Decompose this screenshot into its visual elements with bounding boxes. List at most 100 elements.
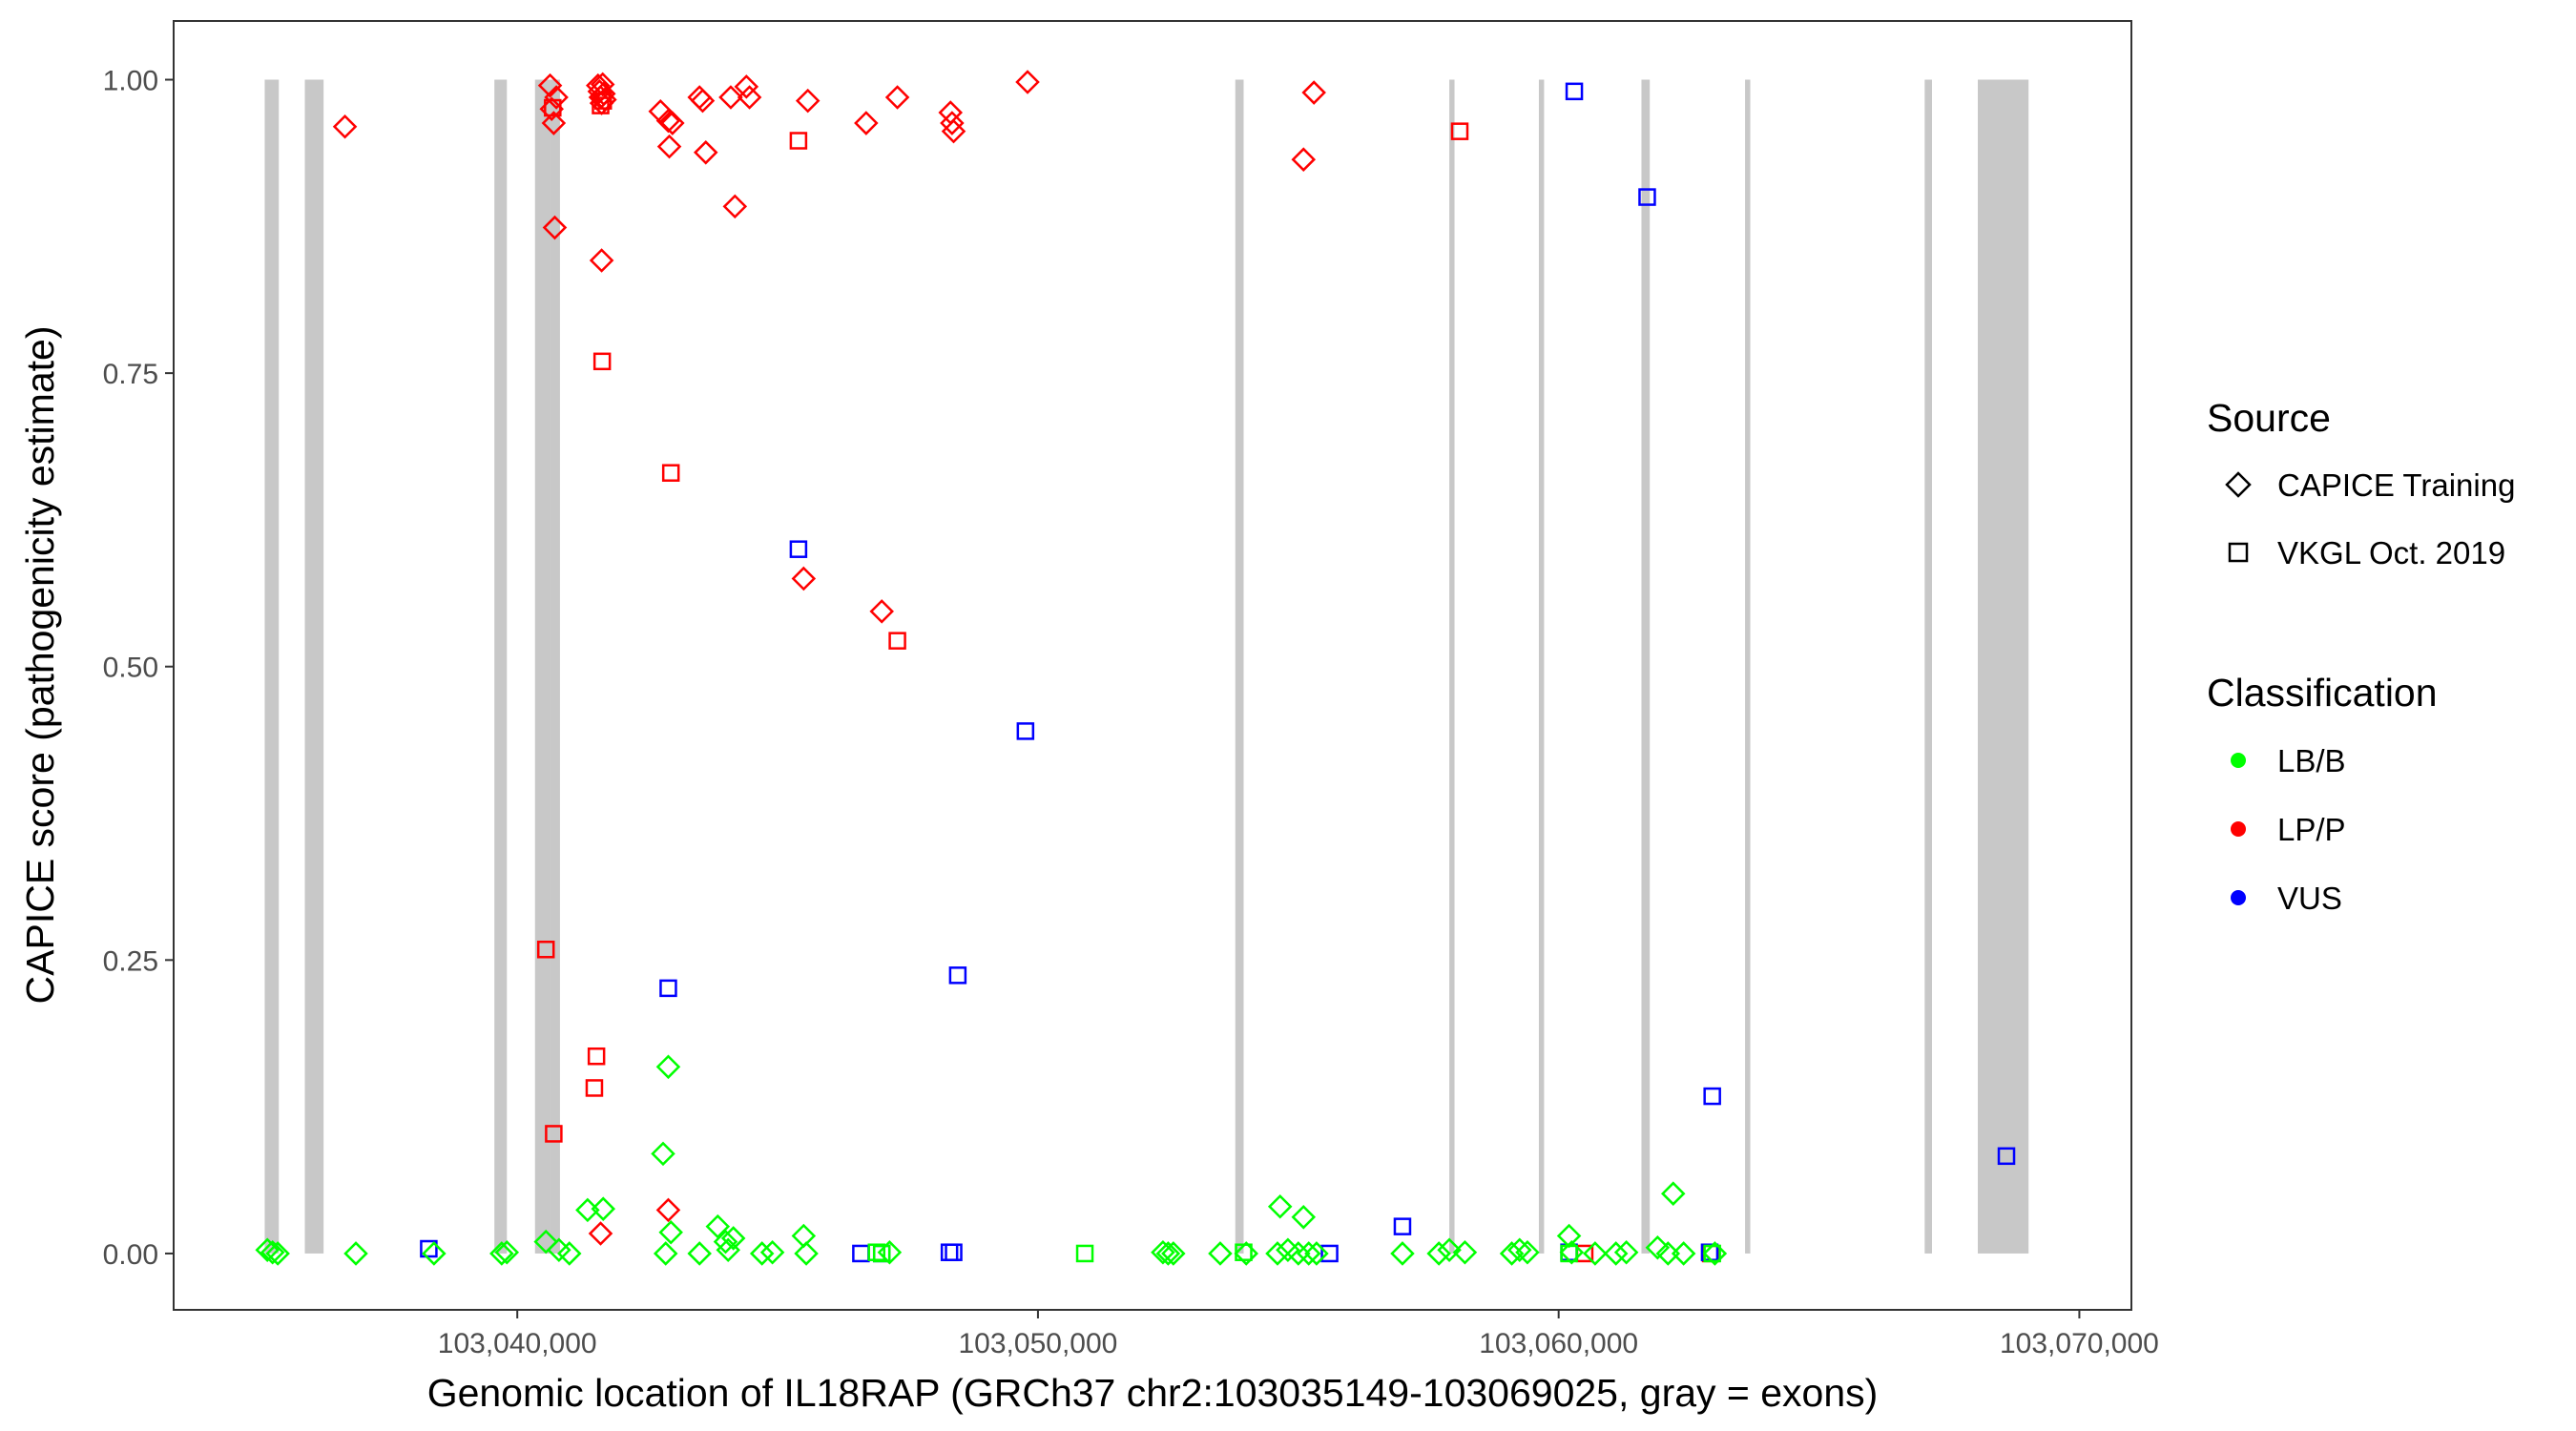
- point-diamond-lbb: [494, 1239, 520, 1265]
- point-diamond-lpp: [1015, 70, 1040, 94]
- point-square-lpp: [585, 1079, 604, 1097]
- point-diamond-lbb: [759, 1239, 785, 1265]
- legend-key-square-icon: [2228, 542, 2249, 563]
- point-diamond-lbb: [705, 1213, 731, 1239]
- point-diamond-lpp: [941, 118, 966, 144]
- legend-key-lbb-dot: [2231, 753, 2246, 768]
- point-square-lpp: [544, 98, 562, 117]
- point-square-lbb: [1560, 1244, 1578, 1263]
- point-diamond-lpp: [1291, 147, 1317, 172]
- point-diamond-lpp: [854, 111, 879, 135]
- point-diamond-lbb: [1660, 1181, 1686, 1206]
- point-diamond-lpp: [722, 194, 748, 219]
- point-diamond-lbb: [653, 1241, 678, 1266]
- point-diamond-lpp: [940, 111, 965, 135]
- exon-layer: [264, 79, 2029, 1254]
- point-diamond-lpp: [541, 111, 567, 135]
- point-diamond-lbb: [1265, 1241, 1290, 1266]
- point-square-lbb: [1075, 1244, 1094, 1263]
- point-diamond-lpp: [592, 81, 616, 107]
- point-diamond-lbb: [651, 1141, 675, 1167]
- x-tick-label: 103,070,000: [2000, 1328, 2159, 1359]
- point-diamond-lbb: [1155, 1241, 1181, 1266]
- point-diamond-lpp: [542, 215, 568, 240]
- exon-band-3: [494, 79, 508, 1254]
- point-square-lpp: [545, 1125, 563, 1143]
- point-diamond-lbb: [1603, 1241, 1629, 1266]
- legend-key-vus-dot: [2231, 890, 2246, 905]
- point-diamond-lbb: [1506, 1237, 1532, 1263]
- point-square-vus: [1565, 82, 1584, 101]
- point-square-lpp: [592, 96, 610, 114]
- point-diamond-lpp: [587, 79, 613, 104]
- point-diamond-lbb: [1286, 1241, 1311, 1266]
- point-square-lpp: [593, 92, 613, 110]
- point-diamond-lbb: [591, 1196, 616, 1221]
- y-tick-label: 0.50: [103, 653, 158, 684]
- point-diamond-lbb: [1291, 1205, 1317, 1230]
- point-square-vus: [1320, 1244, 1339, 1263]
- point-diamond-lbb: [1208, 1241, 1233, 1266]
- y-tick-label: 0.00: [103, 1239, 158, 1271]
- point-diamond-lbb: [1296, 1241, 1321, 1266]
- point-diamond-lpp: [734, 74, 759, 99]
- point-square-lpp: [789, 132, 808, 150]
- point-diamond-lbb: [1304, 1241, 1329, 1266]
- exon-band-11: [1924, 79, 1932, 1254]
- point-diamond-lpp: [537, 73, 563, 98]
- point-diamond-lbb: [658, 1220, 683, 1245]
- point-diamond-lpp: [869, 599, 894, 624]
- point-diamond-lpp: [656, 134, 682, 159]
- point-square-vus: [1703, 1087, 1721, 1106]
- exon-band-6: [1235, 79, 1244, 1254]
- point-diamond-lpp: [1301, 80, 1326, 105]
- plot-panel-border: [173, 20, 2132, 1311]
- y-tick-label: 0.25: [103, 945, 158, 977]
- y-tick-label: 0.75: [103, 359, 158, 390]
- point-diamond-lbb: [1426, 1241, 1451, 1266]
- point-diamond-lpp: [544, 85, 569, 110]
- point-diamond-lpp: [332, 114, 358, 139]
- point-diamond-lbb: [1390, 1241, 1415, 1266]
- point-diamond-lpp: [589, 248, 614, 273]
- point-diamond-lbb: [556, 1241, 582, 1266]
- point-diamond-lpp: [791, 566, 817, 591]
- legend-label-capice-training: CAPICE Training: [2277, 467, 2515, 503]
- exon-band-10: [1745, 79, 1751, 1254]
- point-square-vus: [945, 1243, 963, 1261]
- point-diamond-lbb: [422, 1241, 447, 1266]
- point-diamond-lpp: [718, 85, 743, 110]
- point-layer: [255, 70, 2016, 1266]
- y-axis: 0.00 0.25 0.50 0.75 1.00: [103, 66, 174, 1271]
- point-diamond-lbb: [687, 1241, 712, 1266]
- x-axis: 103,040,000 103,050,000 103,060,000 103,070…: [438, 1310, 2159, 1359]
- point-diamond-lbb: [1161, 1241, 1186, 1266]
- point-diamond-lbb: [749, 1241, 775, 1266]
- point-diamond-lbb: [533, 1229, 558, 1255]
- point-square-vus: [1997, 1147, 2016, 1166]
- point-square-lpp: [587, 1047, 606, 1066]
- y-tick-label: 1.00: [103, 66, 158, 97]
- x-axis-title: Genomic location of IL18RAP (GRCh37 chr2…: [427, 1371, 1879, 1415]
- point-square-lbb: [1703, 1244, 1721, 1263]
- point-diamond-lpp: [590, 72, 615, 97]
- point-diamond-lpp: [737, 85, 762, 110]
- point-diamond-lbb: [265, 1241, 290, 1266]
- point-diamond-lbb: [1671, 1241, 1696, 1266]
- point-square-lpp: [888, 632, 906, 650]
- exon-band-4: [534, 79, 551, 1254]
- point-diamond-lpp: [655, 108, 681, 134]
- point-diamond-lbb: [655, 1054, 681, 1080]
- exon-band-1: [264, 79, 280, 1254]
- x-tick-label: 103,040,000: [438, 1328, 597, 1359]
- point-square-vus: [659, 979, 677, 998]
- exon-band-2: [304, 79, 324, 1254]
- exon-band-12: [1978, 79, 2029, 1254]
- point-square-lbb: [1235, 1243, 1253, 1261]
- point-diamond-lbb: [1702, 1241, 1728, 1266]
- point-square-vus: [1638, 188, 1656, 206]
- point-square-lpp: [592, 352, 612, 371]
- legend-label-vkgl: VKGL Oct. 2019: [2277, 535, 2505, 570]
- legend-key-diamond-icon: [2225, 471, 2252, 498]
